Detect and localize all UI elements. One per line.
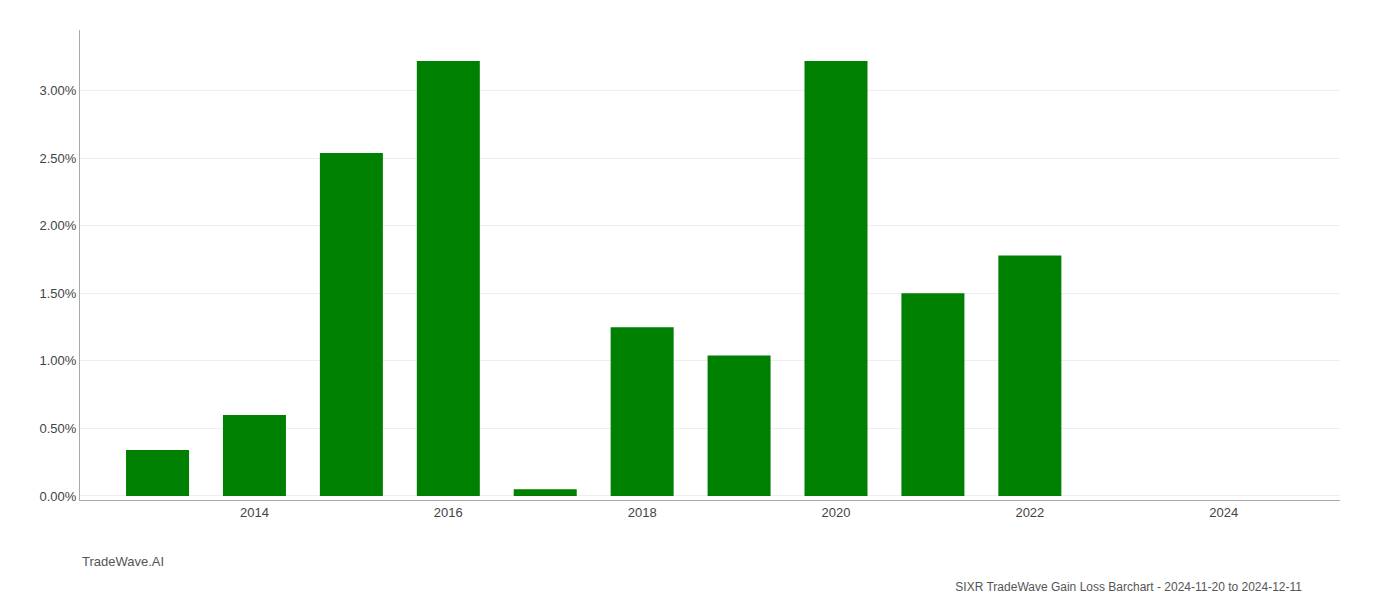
svg-text:2016: 2016	[434, 505, 463, 520]
svg-text:2020: 2020	[822, 505, 851, 520]
svg-text:2.00%: 2.00%	[40, 218, 77, 233]
svg-text:1.00%: 1.00%	[40, 353, 77, 368]
svg-text:0.00%: 0.00%	[40, 489, 77, 504]
svg-text:3.00%: 3.00%	[40, 83, 77, 98]
svg-text:SIXR TradeWave Gain Loss Barch: SIXR TradeWave Gain Loss Barchart - 2024…	[955, 580, 1302, 594]
svg-text:2.50%: 2.50%	[40, 151, 77, 166]
svg-text:2018: 2018	[628, 505, 657, 520]
svg-text:2024: 2024	[1209, 505, 1238, 520]
svg-text:TradeWave.AI: TradeWave.AI	[82, 554, 164, 569]
svg-text:2022: 2022	[1015, 505, 1044, 520]
svg-text:0.50%: 0.50%	[40, 421, 77, 436]
svg-text:2014: 2014	[240, 505, 269, 520]
svg-text:1.50%: 1.50%	[40, 286, 77, 301]
